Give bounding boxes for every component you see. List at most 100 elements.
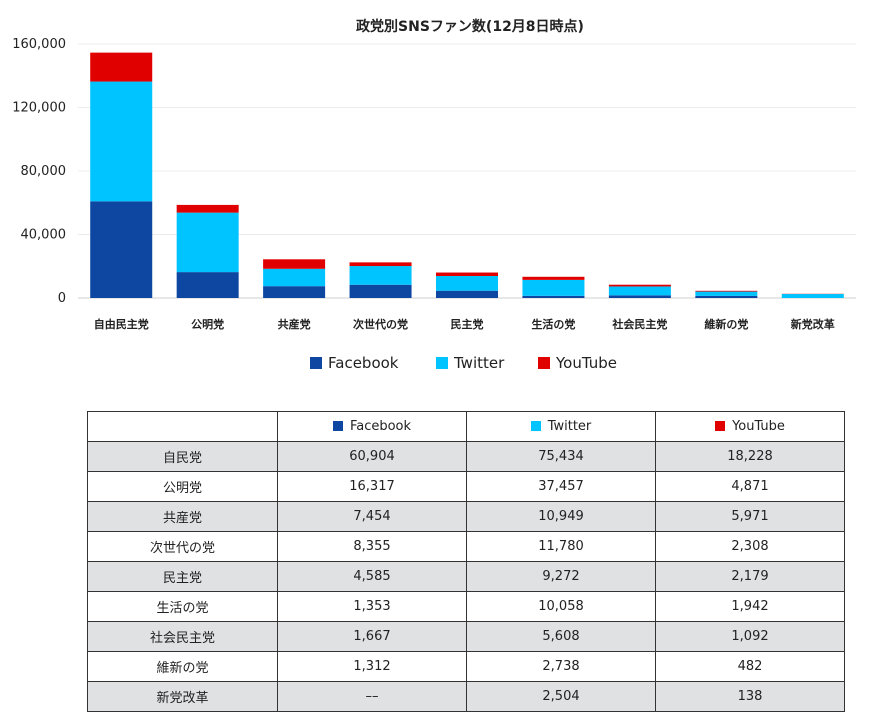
table-cell: 2,308 xyxy=(655,531,845,562)
table-cell: 60,904 xyxy=(277,441,467,472)
table-cell: 5,608 xyxy=(466,621,656,652)
legend-label-facebook: Facebook xyxy=(328,354,399,372)
table-row-label: 次世代の党 xyxy=(87,531,278,562)
table-cell: 75,434 xyxy=(466,441,656,472)
x-tick-label: 公明党 xyxy=(191,317,224,331)
table-row: 民主党 4,585 9,272 2,179 xyxy=(87,561,845,592)
bar-facebook-2 xyxy=(263,286,326,298)
table-header-label: Facebook xyxy=(349,419,412,434)
y-tick-label: 120,000 xyxy=(12,101,66,116)
youtube-swatch-icon xyxy=(715,421,726,431)
table-row-label: 自民党 xyxy=(87,441,278,472)
table-row: 新党改革 –– 2,504 138 xyxy=(87,681,845,712)
table-header-twitter: Twitter xyxy=(466,411,656,442)
table-cell: 7,454 xyxy=(277,501,467,532)
x-tick-label: 生活の党 xyxy=(531,317,575,331)
bar-youtube-6 xyxy=(608,284,671,287)
table-body: 自民党 60,904 75,434 18,228 公明党 16,317 37,457 4,87… xyxy=(87,441,845,712)
table-row-label: 共産党 xyxy=(87,501,278,532)
bar-twitter-7 xyxy=(695,291,758,296)
facebook-swatch-icon xyxy=(332,421,343,431)
table-cell: 1,667 xyxy=(277,621,467,652)
table-cell: 18,228 xyxy=(655,441,845,472)
bar-twitter-4 xyxy=(436,276,498,291)
x-axis: 自由民主党 公明党 共産党 次世代の党 民主党 生活の党 社会民主党 維新の党 新党改革 xyxy=(94,317,835,331)
x-tick-label: 次世代の党 xyxy=(353,317,408,331)
table-cell: 1,942 xyxy=(655,591,845,622)
x-tick-label: 社会民主党 xyxy=(611,317,667,331)
y-tick-label: 160,000 xyxy=(12,37,66,52)
bar-twitter-3 xyxy=(349,266,412,285)
table-header-empty xyxy=(87,411,278,442)
table-cell: 5,971 xyxy=(655,501,845,532)
bar-youtube-4 xyxy=(436,272,498,277)
table-cell: 37,457 xyxy=(466,471,656,502)
bar-twitter-6 xyxy=(608,286,671,296)
chart-title: 政党別SNSファン数(12月8日時点) xyxy=(356,18,584,35)
bars xyxy=(90,52,844,298)
bar-facebook-1 xyxy=(176,272,239,298)
x-tick-label: 民主党 xyxy=(451,317,484,331)
table-cell: 482 xyxy=(655,651,845,682)
bar-facebook-3 xyxy=(349,284,412,298)
table-cell: 11,780 xyxy=(466,531,656,562)
table-row-label: 新党改革 xyxy=(87,681,278,712)
table-row: 自民党 60,904 75,434 18,228 xyxy=(87,441,845,472)
legend-swatch-facebook xyxy=(310,357,322,369)
table-header-label: Twitter xyxy=(547,419,592,434)
y-axis: 0 40,000 80,000 120,000 160,000 xyxy=(12,37,66,306)
table-cell: 1,092 xyxy=(655,621,845,652)
bar-twitter-8 xyxy=(781,294,844,298)
table-cell: 10,058 xyxy=(466,591,656,622)
legend-label-youtube: YouTube xyxy=(555,354,617,372)
table-row-label: 維新の党 xyxy=(87,651,278,682)
legend: Facebook Twitter YouTube xyxy=(310,354,617,372)
bar-facebook-5 xyxy=(522,295,585,298)
y-tick-label: 0 xyxy=(58,291,66,306)
table-cell: 4,871 xyxy=(655,471,845,502)
data-table-container: Facebook Twitter YouTube 自民党 60,904 75,434… xyxy=(87,411,845,712)
bar-twitter-1 xyxy=(176,212,239,273)
bar-youtube-5 xyxy=(522,276,585,280)
bar-twitter-2 xyxy=(263,268,326,287)
table-row: 共産党 7,454 10,949 5,971 xyxy=(87,501,845,532)
bar-facebook-4 xyxy=(436,290,498,298)
bar-youtube-0 xyxy=(90,52,153,82)
y-tick-label: 80,000 xyxy=(21,164,67,179)
x-tick-label: 自由民主党 xyxy=(94,317,149,331)
table-cell: 138 xyxy=(655,681,845,712)
table-row: 次世代の党 8,355 11,780 2,308 xyxy=(87,531,845,562)
twitter-swatch-icon xyxy=(530,421,541,431)
table-row-label: 民主党 xyxy=(87,561,278,592)
table-row: 生活の党 1,353 10,058 1,942 xyxy=(87,591,845,622)
table-cell: 9,272 xyxy=(466,561,656,592)
x-tick-label: 維新の党 xyxy=(704,317,748,331)
bar-facebook-7 xyxy=(695,295,758,298)
table-row: 社会民主党 1,667 5,608 1,092 xyxy=(87,621,845,652)
table-cell: –– xyxy=(277,681,467,712)
table-cell: 4,585 xyxy=(277,561,467,592)
legend-swatch-twitter xyxy=(436,357,448,369)
x-tick-label: 新党改革 xyxy=(791,317,835,331)
table-cell: 2,504 xyxy=(466,681,656,712)
table-header-youtube: YouTube xyxy=(655,411,845,442)
bar-twitter-5 xyxy=(522,279,585,296)
bar-twitter-0 xyxy=(90,81,153,202)
y-tick-label: 40,000 xyxy=(21,228,67,243)
legend-swatch-youtube xyxy=(538,357,550,369)
table-cell: 1,312 xyxy=(277,651,467,682)
data-table: Facebook Twitter YouTube 自民党 60,904 75,434… xyxy=(87,411,845,712)
table-cell: 10,949 xyxy=(466,501,656,532)
table-cell: 1,353 xyxy=(277,591,467,622)
table-cell: 2,738 xyxy=(466,651,656,682)
bar-facebook-6 xyxy=(608,295,671,298)
table-row-label: 公明党 xyxy=(87,471,278,502)
legend-label-twitter: Twitter xyxy=(453,354,505,372)
x-tick-label: 共産党 xyxy=(278,317,311,331)
bar-youtube-1 xyxy=(176,204,239,213)
bar-youtube-2 xyxy=(263,259,326,269)
table-row-label: 生活の党 xyxy=(87,591,278,622)
bar-facebook-0 xyxy=(90,201,153,298)
table-header-row: Facebook Twitter YouTube xyxy=(87,411,845,442)
table-cell: 8,355 xyxy=(277,531,467,562)
